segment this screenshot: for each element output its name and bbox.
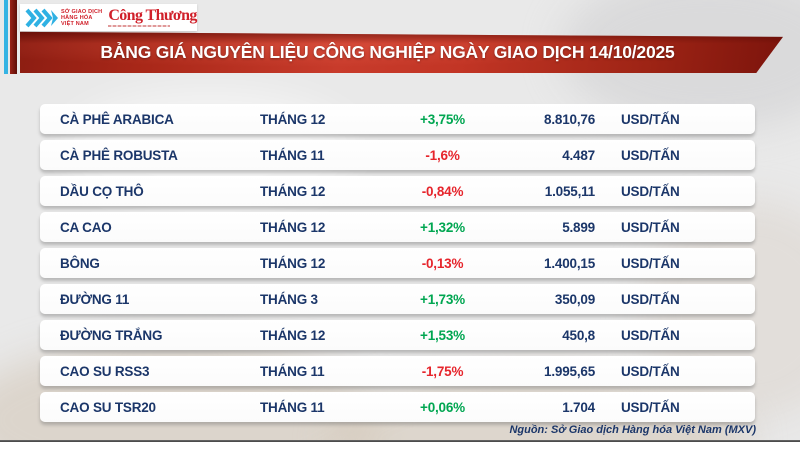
price-value: 1.400,15 <box>544 255 595 271</box>
table-row: BÔNG THÁNG 12 -0,13% 1.400,15 USD/TẤN <box>40 248 755 278</box>
title-banner: BẢNG GIÁ NGUYÊN LIỆU CÔNG NGHIỆP NGÀY GI… <box>20 31 783 73</box>
contract-month: THÁNG 12 <box>260 327 326 343</box>
price-value: 5.899 <box>562 219 595 235</box>
price-value: 1.995,65 <box>544 363 595 379</box>
price-value: 4.487 <box>562 147 595 163</box>
change-percent: -1,75% <box>421 363 464 379</box>
price-value: 450,8 <box>562 327 595 343</box>
bottom-margin <box>0 442 800 450</box>
table-row: CA CAO THÁNG 12 +1,32% 5.899 USD/TẤN <box>40 212 755 242</box>
table-row: ĐƯỜNG TRẮNG THÁNG 12 +1,53% 450,8 USD/TẤ… <box>40 320 755 350</box>
change-percent: +1,32% <box>420 219 465 235</box>
commodity-name: CAO SU RSS3 <box>60 363 150 379</box>
logo-bar: SỞ GIAO DỊCH HÀNG HÓA VIỆT NAM Công Thươ… <box>20 4 197 31</box>
commodity-name: CÀ PHÊ ARABICA <box>60 111 174 127</box>
mxv-logo: SỞ GIAO DỊCH HÀNG HÓA VIỆT NAM <box>24 8 102 28</box>
price-table: CÀ PHÊ ARABICA THÁNG 12 +3,75% 8.810,76 … <box>40 104 755 428</box>
change-percent: -1,6% <box>425 147 460 163</box>
table-row: CAO SU TSR20 THÁNG 11 +0,06% 1.704 USD/T… <box>40 392 755 422</box>
change-percent: +0,06% <box>420 399 465 415</box>
price-unit: USD/TẤN <box>621 399 680 415</box>
contract-month: THÁNG 12 <box>260 255 326 271</box>
price-unit: USD/TẤN <box>621 111 680 127</box>
contract-month: THÁNG 12 <box>260 219 326 235</box>
contract-month: THÁNG 11 <box>260 399 325 415</box>
mxv-logo-line: HÀNG HÓA <box>61 14 93 21</box>
congthuong-logo-text: Công Thương <box>108 7 197 24</box>
left-accent-stripe-cyan <box>4 0 8 74</box>
page-title: BẢNG GIÁ NGUYÊN LIỆU CÔNG NGHIỆP NGÀY GI… <box>100 42 675 62</box>
price-unit: USD/TẤN <box>621 255 680 271</box>
commodity-name: CAO SU TSR20 <box>60 399 156 415</box>
table-row: CÀ PHÊ ARABICA THÁNG 12 +3,75% 8.810,76 … <box>40 104 755 134</box>
price-value: 8.810,76 <box>544 111 595 127</box>
table-row: CÀ PHÊ ROBUSTA THÁNG 11 -1,6% 4.487 USD/… <box>40 140 755 170</box>
price-value: 1.704 <box>562 399 595 415</box>
congthuong-logo-tagline <box>108 25 171 27</box>
contract-month: THÁNG 12 <box>260 111 326 127</box>
commodity-name: CÀ PHÊ ROBUSTA <box>60 147 178 163</box>
price-unit: USD/TẤN <box>621 183 680 199</box>
change-percent: +3,75% <box>420 111 465 127</box>
table-row: DẦU CỌ THÔ THÁNG 12 -0,84% 1.055,11 USD/… <box>40 176 755 206</box>
change-percent: +1,73% <box>420 291 465 307</box>
table-row: CAO SU RSS3 THÁNG 11 -1,75% 1.995,65 USD… <box>40 356 755 386</box>
contract-month: THÁNG 3 <box>260 291 318 307</box>
price-unit: USD/TẤN <box>621 147 680 163</box>
price-unit: USD/TẤN <box>621 363 680 379</box>
congthuong-logo: Công Thương <box>108 8 197 27</box>
contract-month: THÁNG 11 <box>260 147 325 163</box>
commodity-name: BÔNG <box>60 255 100 271</box>
mxv-logo-line: SỞ GIAO DỊCH <box>61 8 103 15</box>
change-percent: +1,53% <box>420 327 465 343</box>
price-value: 1.055,11 <box>544 183 595 199</box>
change-percent: -0,84% <box>421 183 464 199</box>
price-unit: USD/TẤN <box>621 219 680 235</box>
commodity-name: CA CAO <box>60 219 112 235</box>
price-unit: USD/TẤN <box>621 327 680 343</box>
table-row: ĐƯỜNG 11 THÁNG 3 +1,73% 350,09 USD/TẤN <box>40 284 755 314</box>
mxv-logo-line: VIỆT NAM <box>61 20 89 27</box>
source-note: Nguồn: Sở Giao dịch Hàng hóa Việt Nam (M… <box>509 424 756 436</box>
price-unit: USD/TẤN <box>621 291 680 307</box>
contract-month: THÁNG 12 <box>260 183 326 199</box>
contract-month: THÁNG 11 <box>260 363 325 379</box>
commodity-name: ĐƯỜNG TRẮNG <box>60 327 163 343</box>
mxv-logo-text: SỞ GIAO DỊCH HÀNG HÓA VIỆT NAM <box>61 9 102 27</box>
change-percent: -0,13% <box>421 255 464 271</box>
mxv-chevrons-icon <box>25 8 58 27</box>
commodity-name: ĐƯỜNG 11 <box>60 291 130 307</box>
price-value: 350,09 <box>554 291 595 307</box>
left-accent-stripe-red <box>10 0 17 74</box>
bottom-divider <box>0 440 800 442</box>
commodity-name: DẦU CỌ THÔ <box>60 183 144 199</box>
